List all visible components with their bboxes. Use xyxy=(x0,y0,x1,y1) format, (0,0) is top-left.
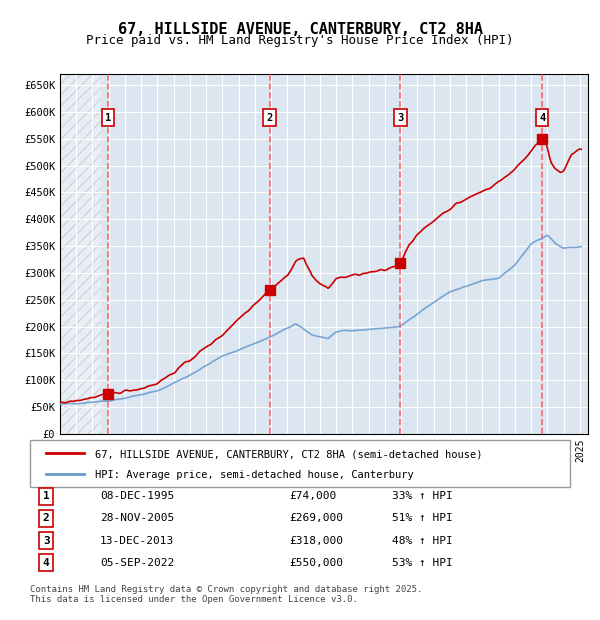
Text: 48% ↑ HPI: 48% ↑ HPI xyxy=(392,536,452,546)
Text: 67, HILLSIDE AVENUE, CANTERBURY, CT2 8HA: 67, HILLSIDE AVENUE, CANTERBURY, CT2 8HA xyxy=(118,22,482,37)
Text: 13-DEC-2013: 13-DEC-2013 xyxy=(100,536,175,546)
Text: 2: 2 xyxy=(43,513,50,523)
Text: £550,000: £550,000 xyxy=(289,557,343,568)
Text: Contains HM Land Registry data © Crown copyright and database right 2025.
This d: Contains HM Land Registry data © Crown c… xyxy=(30,585,422,604)
Text: 1: 1 xyxy=(43,491,50,502)
Text: 08-DEC-1995: 08-DEC-1995 xyxy=(100,491,175,502)
Text: 67, HILLSIDE AVENUE, CANTERBURY, CT2 8HA (semi-detached house): 67, HILLSIDE AVENUE, CANTERBURY, CT2 8HA… xyxy=(95,449,482,459)
Text: 3: 3 xyxy=(397,113,403,123)
Text: £269,000: £269,000 xyxy=(289,513,343,523)
Text: HPI: Average price, semi-detached house, Canterbury: HPI: Average price, semi-detached house,… xyxy=(95,469,413,480)
Text: £74,000: £74,000 xyxy=(289,491,337,502)
FancyBboxPatch shape xyxy=(30,440,570,487)
Text: 33% ↑ HPI: 33% ↑ HPI xyxy=(392,491,452,502)
Text: 4: 4 xyxy=(43,557,50,568)
Text: 4: 4 xyxy=(539,113,545,123)
Text: 51% ↑ HPI: 51% ↑ HPI xyxy=(392,513,452,523)
Text: 28-NOV-2005: 28-NOV-2005 xyxy=(100,513,175,523)
Bar xyxy=(60,74,101,434)
Text: 1: 1 xyxy=(104,113,111,123)
Text: 2: 2 xyxy=(266,113,273,123)
Text: 3: 3 xyxy=(43,536,50,546)
Text: 05-SEP-2022: 05-SEP-2022 xyxy=(100,557,175,568)
Text: £318,000: £318,000 xyxy=(289,536,343,546)
Text: Price paid vs. HM Land Registry's House Price Index (HPI): Price paid vs. HM Land Registry's House … xyxy=(86,34,514,47)
Text: 53% ↑ HPI: 53% ↑ HPI xyxy=(392,557,452,568)
